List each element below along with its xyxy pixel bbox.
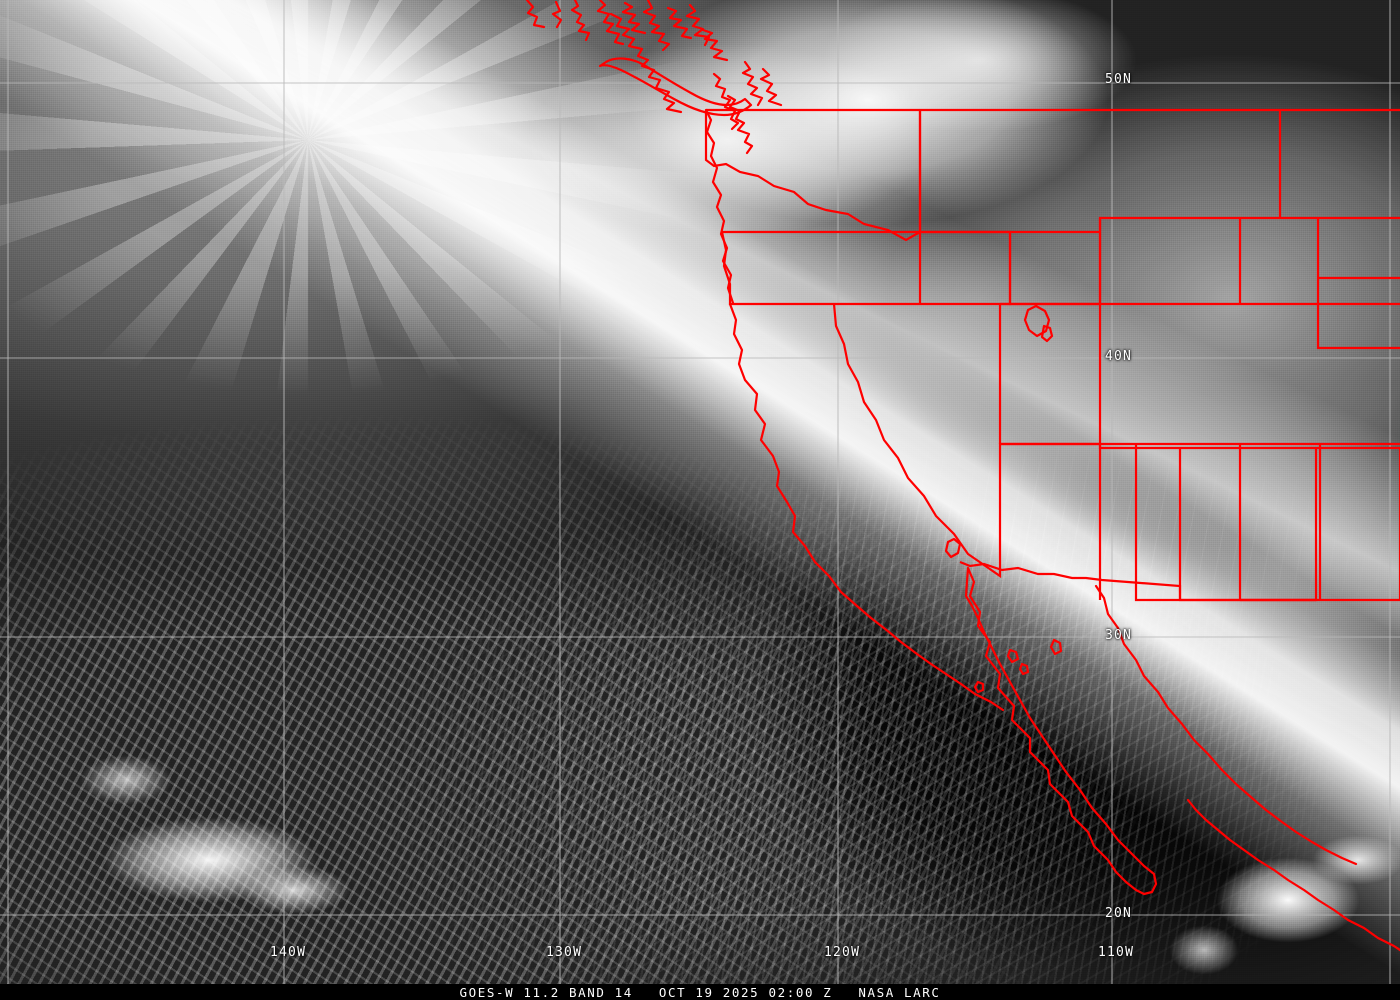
california-nevada-boundary (832, 303, 1100, 579)
gulf-islands (973, 638, 1063, 694)
lat-label-30n: 30N (1105, 628, 1133, 643)
oregon-state-boundary (720, 230, 1012, 306)
utah-arizona-colorado-boundary (1000, 442, 1400, 602)
image-caption-bar: GOES-W 11.2 BAND 14 OCT 19 2025 02:00 Z … (0, 984, 1400, 1000)
gulf-of-california-mainland-coast (1094, 584, 1358, 866)
california-coastline (728, 302, 1005, 712)
lon-label-140w: 140W (270, 945, 307, 960)
great-salt-lake (1023, 304, 1054, 343)
lon-label-110w: 110W (1098, 945, 1135, 960)
montana-wyoming-boundary (1098, 218, 1400, 450)
idaho-montana-boundary (918, 110, 1400, 306)
lon-label-130w: 130W (546, 945, 583, 960)
nevada-utah-boundary (998, 302, 1100, 444)
lat-label-20n: 20N (1105, 906, 1133, 921)
inner-coast-and-islands (609, 12, 683, 114)
lat-label-40n: 40N (1105, 349, 1133, 364)
washington-oregon-coastline (704, 108, 735, 305)
caption-channel: 11.2 BAND 14 (523, 984, 633, 1000)
us-mexico-border (959, 560, 1316, 602)
caption-time: 02:00 Z (768, 984, 833, 1000)
lon-label-120w: 120W (824, 945, 861, 960)
dakotas-boundary (1278, 110, 1400, 350)
new-mexico-boundary (1178, 448, 1400, 602)
vancouver-island-coastline (598, 57, 753, 117)
salton-sea (944, 537, 962, 559)
lat-label-50n: 50N (1105, 72, 1133, 87)
caption-satellite: GOES-W (459, 984, 515, 1000)
washington-state-boundary (704, 110, 922, 242)
caption-date: OCT 19 2025 (658, 984, 760, 1000)
british-columbia-coastline (525, 0, 729, 62)
caption-source: NASA LARC (858, 984, 941, 1000)
puget-sound-coastline (712, 60, 783, 155)
mexico-pacific-coast (1186, 798, 1400, 952)
baja-california-peninsula (964, 566, 1158, 896)
